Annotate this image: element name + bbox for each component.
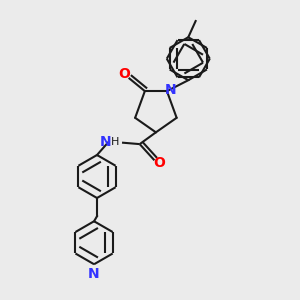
Text: N: N xyxy=(100,135,112,149)
Text: N: N xyxy=(165,83,177,97)
Text: N: N xyxy=(88,267,100,280)
Text: H: H xyxy=(111,137,120,147)
Text: O: O xyxy=(118,67,130,81)
Text: O: O xyxy=(153,156,165,170)
